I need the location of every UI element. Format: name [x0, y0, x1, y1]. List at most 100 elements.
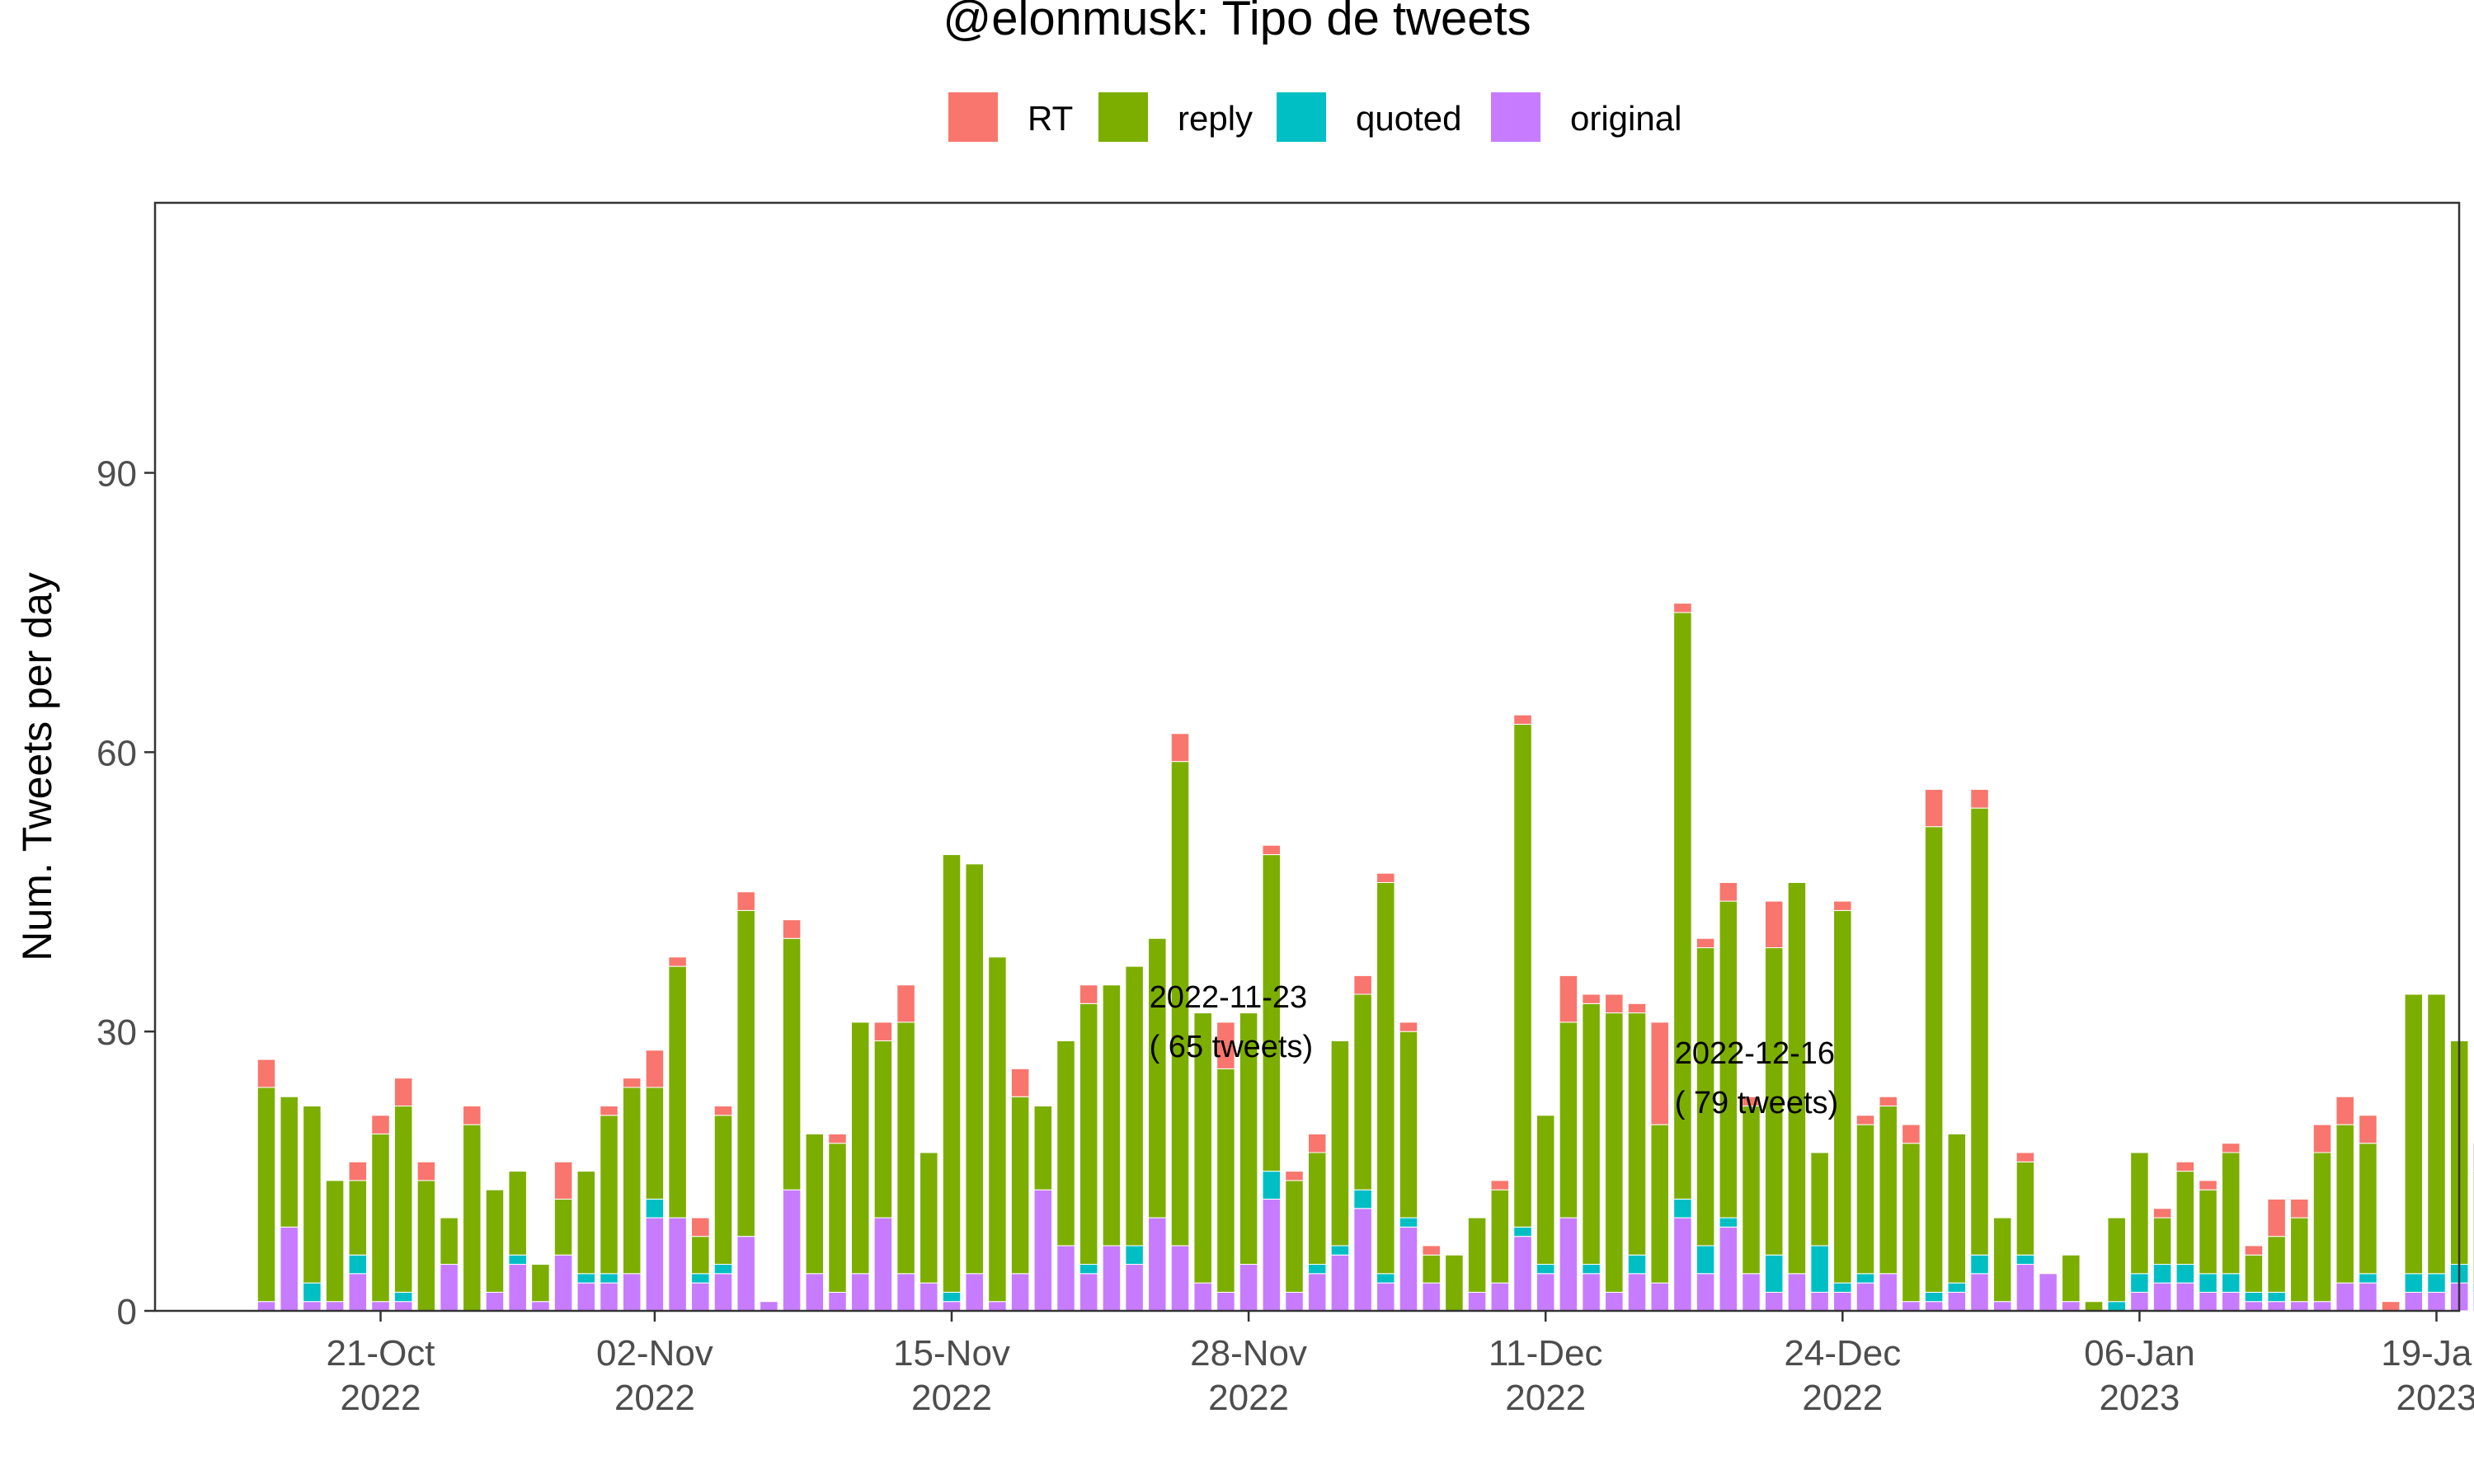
bar-reply-79 [2062, 1254, 2081, 1303]
bar-original-2 [303, 1301, 322, 1312]
bar-rt-20 [713, 1106, 733, 1116]
bar-original-79 [2062, 1301, 2081, 1312]
bar-quoted-94 [2404, 1273, 2424, 1293]
bar-original-55 [1513, 1236, 1532, 1312]
bar-original-41 [1193, 1282, 1212, 1312]
bar-reply-52 [1445, 1254, 1464, 1312]
plot-area: 030609021-Oct202202-Nov202215-Nov202228-… [96, 201, 2474, 1418]
bar-reply-86 [2221, 1152, 2241, 1275]
bar-original-64 [1719, 1226, 1738, 1312]
bar-quoted-83 [2152, 1264, 2172, 1284]
bar-rt-44 [1262, 844, 1282, 856]
bar-rt-5 [371, 1115, 390, 1134]
bar-original-68 [1810, 1291, 1829, 1312]
bar-reply-95 [2427, 993, 2446, 1275]
bar-quoted-20 [713, 1264, 733, 1275]
bar-reply-46 [1307, 1152, 1327, 1266]
annotation-1: 2022-12-16 ( 79 tweets) [1675, 1036, 1839, 1120]
bar-original-60 [1627, 1273, 1647, 1312]
x-tick-year-5: 2022 [1802, 1378, 1883, 1418]
bar-original-35 [1056, 1245, 1075, 1312]
bar-reply-12 [531, 1264, 550, 1303]
x-tick-label-5: 24-Dec [1784, 1333, 1901, 1374]
bar-original-17 [645, 1217, 665, 1312]
bar-reply-92 [2359, 1143, 2378, 1275]
bar-original-56 [1536, 1273, 1555, 1312]
bar-rt-6 [393, 1078, 413, 1107]
bar-original-76 [1992, 1301, 2012, 1312]
bar-original-90 [2312, 1301, 2332, 1312]
bar-reply-23 [782, 937, 802, 1190]
x-tick-year-3: 2022 [1208, 1378, 1289, 1418]
bar-quoted-38 [1125, 1245, 1144, 1266]
bar-reply-82 [2130, 1152, 2149, 1275]
legend-key-original [1491, 92, 1540, 142]
bar-reply-42 [1216, 1068, 1235, 1293]
annotation-count-0: ( 65 tweets) [1150, 1030, 1314, 1064]
bar-reply-51 [1422, 1254, 1441, 1284]
bar-rt-46 [1307, 1133, 1327, 1153]
bar-rt-36 [1079, 984, 1098, 1004]
bar-quoted-60 [1627, 1254, 1647, 1275]
bar-rt-60 [1627, 1003, 1647, 1014]
bar-original-59 [1605, 1291, 1624, 1312]
bar-original-33 [1010, 1273, 1030, 1312]
annotation-0: 2022-11-23 ( 65 tweets) [1150, 980, 1314, 1064]
bar-reply-29 [920, 1152, 938, 1284]
bar-reply-47 [1330, 1040, 1350, 1247]
bar-original-32 [988, 1301, 1007, 1312]
bar-reply-59 [1605, 1012, 1624, 1293]
bar-rt-15 [600, 1106, 618, 1116]
bar-original-75 [1970, 1273, 1989, 1312]
bar-original-38 [1125, 1264, 1144, 1312]
bar-original-61 [1650, 1282, 1669, 1312]
bar-original-77 [2015, 1264, 2035, 1312]
bar-original-57 [1559, 1217, 1578, 1312]
bar-reply-74 [1947, 1133, 1967, 1284]
bar-quoted-47 [1330, 1245, 1350, 1256]
x-tick-label-7: 19-Jan [2381, 1333, 2474, 1374]
bar-rt-84 [2175, 1161, 2195, 1172]
bar-rt-55 [1513, 714, 1532, 725]
bar-reply-54 [1490, 1189, 1510, 1284]
bar-quoted-87 [2244, 1291, 2264, 1303]
bar-rt-33 [1010, 1068, 1030, 1097]
bar-quoted-92 [2359, 1273, 2378, 1284]
chart-title: @elonmusk: Tipo de tweets [943, 0, 1531, 45]
bar-reply-39 [1148, 937, 1167, 1219]
bar-original-78 [2039, 1273, 2058, 1312]
bar-original-48 [1353, 1208, 1372, 1312]
bar-reply-30 [942, 854, 962, 1293]
bar-original-5 [371, 1301, 390, 1312]
bar-reply-25 [828, 1143, 847, 1293]
bar-quoted-77 [2015, 1254, 2035, 1266]
bar-reply-27 [873, 1040, 893, 1219]
bar-original-25 [828, 1291, 847, 1312]
legend: RT reply quoted original [948, 92, 1681, 142]
bar-original-40 [1170, 1245, 1190, 1312]
bar-quoted-66 [1764, 1254, 1784, 1293]
x-tick-year-7: 2023 [2396, 1378, 2474, 1418]
bar-original-20 [713, 1273, 733, 1312]
bar-original-50 [1399, 1226, 1418, 1312]
bar-reply-0 [256, 1087, 276, 1303]
bar-original-8 [440, 1264, 459, 1312]
bar-rt-21 [736, 891, 755, 911]
bar-rt-18 [668, 956, 687, 967]
bar-original-13 [553, 1254, 573, 1312]
bar-reply-21 [736, 909, 755, 1237]
bar-original-42 [1216, 1291, 1235, 1312]
bar-original-62 [1673, 1217, 1692, 1312]
bar-original-88 [2267, 1301, 2286, 1312]
bar-rt-59 [1605, 993, 1624, 1014]
y-tick-label-60: 60 [96, 733, 137, 773]
bar-rt-45 [1285, 1171, 1304, 1181]
bar-rt-65 [1742, 1096, 1761, 1107]
legend-label-reply: reply [1178, 99, 1253, 138]
bar-reply-67 [1787, 881, 1807, 1275]
bar-rt-9 [463, 1106, 482, 1125]
bar-original-0 [256, 1301, 276, 1312]
bar-original-84 [2175, 1282, 2195, 1312]
bar-original-10 [485, 1291, 505, 1312]
bar-reply-20 [713, 1115, 733, 1266]
